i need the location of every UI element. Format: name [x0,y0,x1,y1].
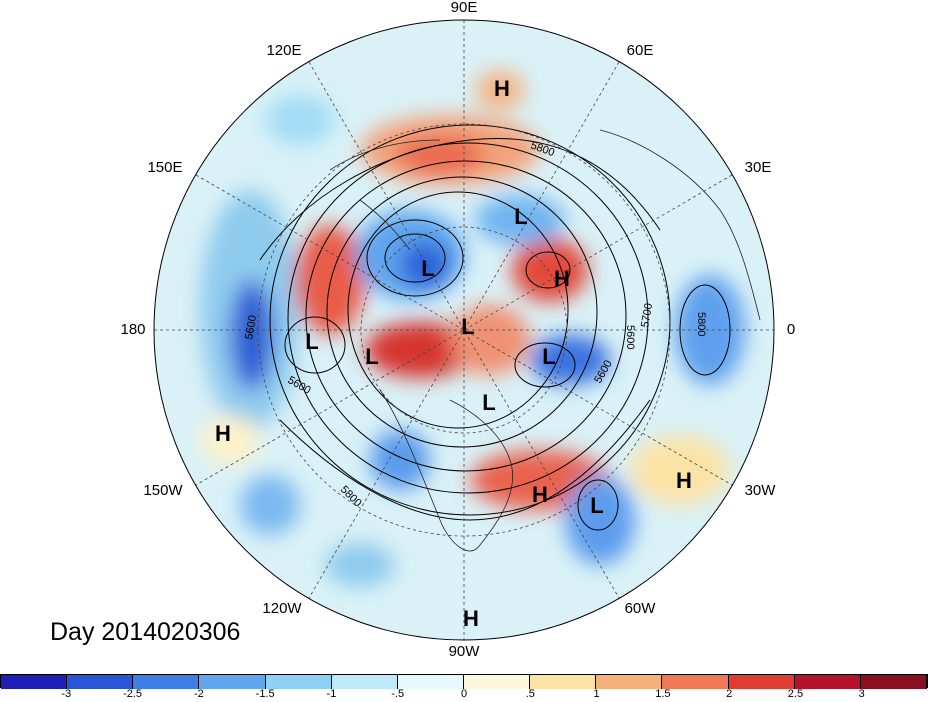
colorbar-tick-label: 2 [726,688,733,700]
contour-label: 5600 [243,314,259,340]
colorbar-swatch [67,675,134,689]
low-center-marker: L [365,344,378,369]
colorbar-swatch [728,675,795,689]
high-center-marker: H [215,421,231,446]
lon-label-90e: 90E [451,0,478,16]
map-boundary [153,19,775,641]
colorbar-swatch [133,675,200,689]
colorbar-swatch [596,675,663,689]
polar-map: 90E 60E 30E 0 30W 60W 90W 120W 150W 180 … [120,0,795,660]
lon-label-120w: 120W [262,600,302,617]
lon-label-120e: 120E [266,42,301,59]
colorbar-swatch [860,675,927,689]
low-center-marker: L [514,204,527,229]
colorbar-tick-label: -1 [326,688,337,700]
colorbar-tick-label: -1.5 [255,688,275,700]
high-center-marker: H [494,76,510,101]
low-center-marker: L [590,493,603,518]
colorbar-tick-label: 2.5 [787,688,804,700]
contour-label: 5600 [624,325,636,349]
high-center-marker: H [463,606,479,631]
low-center-marker: L [482,390,495,415]
colorbar-swatch [199,675,266,689]
high-center-marker: H [554,266,570,291]
colorbar-swatch [397,675,464,689]
colorbar-labels: -3 -2.5 -2 -1.5 -1 -.5 0 .5 1 1.5 2 2.5 3 [0,688,928,702]
lon-label-90w: 90W [449,643,481,660]
low-center-marker: L [421,256,434,281]
coastlines [329,129,761,552]
colorbar-swatch [530,675,597,689]
colorbar-tick-label: 3 [858,688,865,700]
lon-label-180: 180 [120,321,145,338]
colorbar-tick-label: 1 [593,688,600,700]
lon-label-30e: 30E [745,159,772,176]
colorbar-tick-label: -.5 [391,688,405,700]
colorbar-swatch [662,675,729,689]
colorbar [0,674,928,689]
colorbar-tick-label: 1.5 [655,688,671,700]
day-title: Day 2014020306 [50,618,241,646]
colorbar-swatch [1,675,68,689]
low-center-marker: L [542,344,555,369]
colorbar-swatch [331,675,398,689]
contour-label: 5800 [695,312,707,336]
lon-label-0: 0 [787,321,795,338]
colorbar-tick-label: 0 [460,688,468,700]
contour-label: 5700 [639,302,655,328]
colorbar-swatch [265,675,332,689]
lon-label-30w: 30W [745,482,777,499]
lon-label-60w: 60W [625,600,657,617]
colorbar-tick-label: .5 [525,688,535,700]
colorbar-swatch [463,675,531,689]
lon-label-60e: 60E [627,42,654,59]
height-contours [259,124,731,531]
lon-label-150e: 150E [147,159,182,176]
high-center-marker: H [676,468,692,493]
colorbar-tick-label: -3 [61,688,72,700]
graticule [154,20,774,640]
high-center-marker: H [532,482,548,507]
colorbar-tick-label: -2.5 [123,688,143,700]
low-center-marker: L [305,329,318,354]
colorbar-tick-label: -2 [193,688,204,700]
low-center-marker: L [461,314,474,339]
colorbar-swatch [794,675,861,689]
lon-label-150w: 150W [143,482,183,499]
